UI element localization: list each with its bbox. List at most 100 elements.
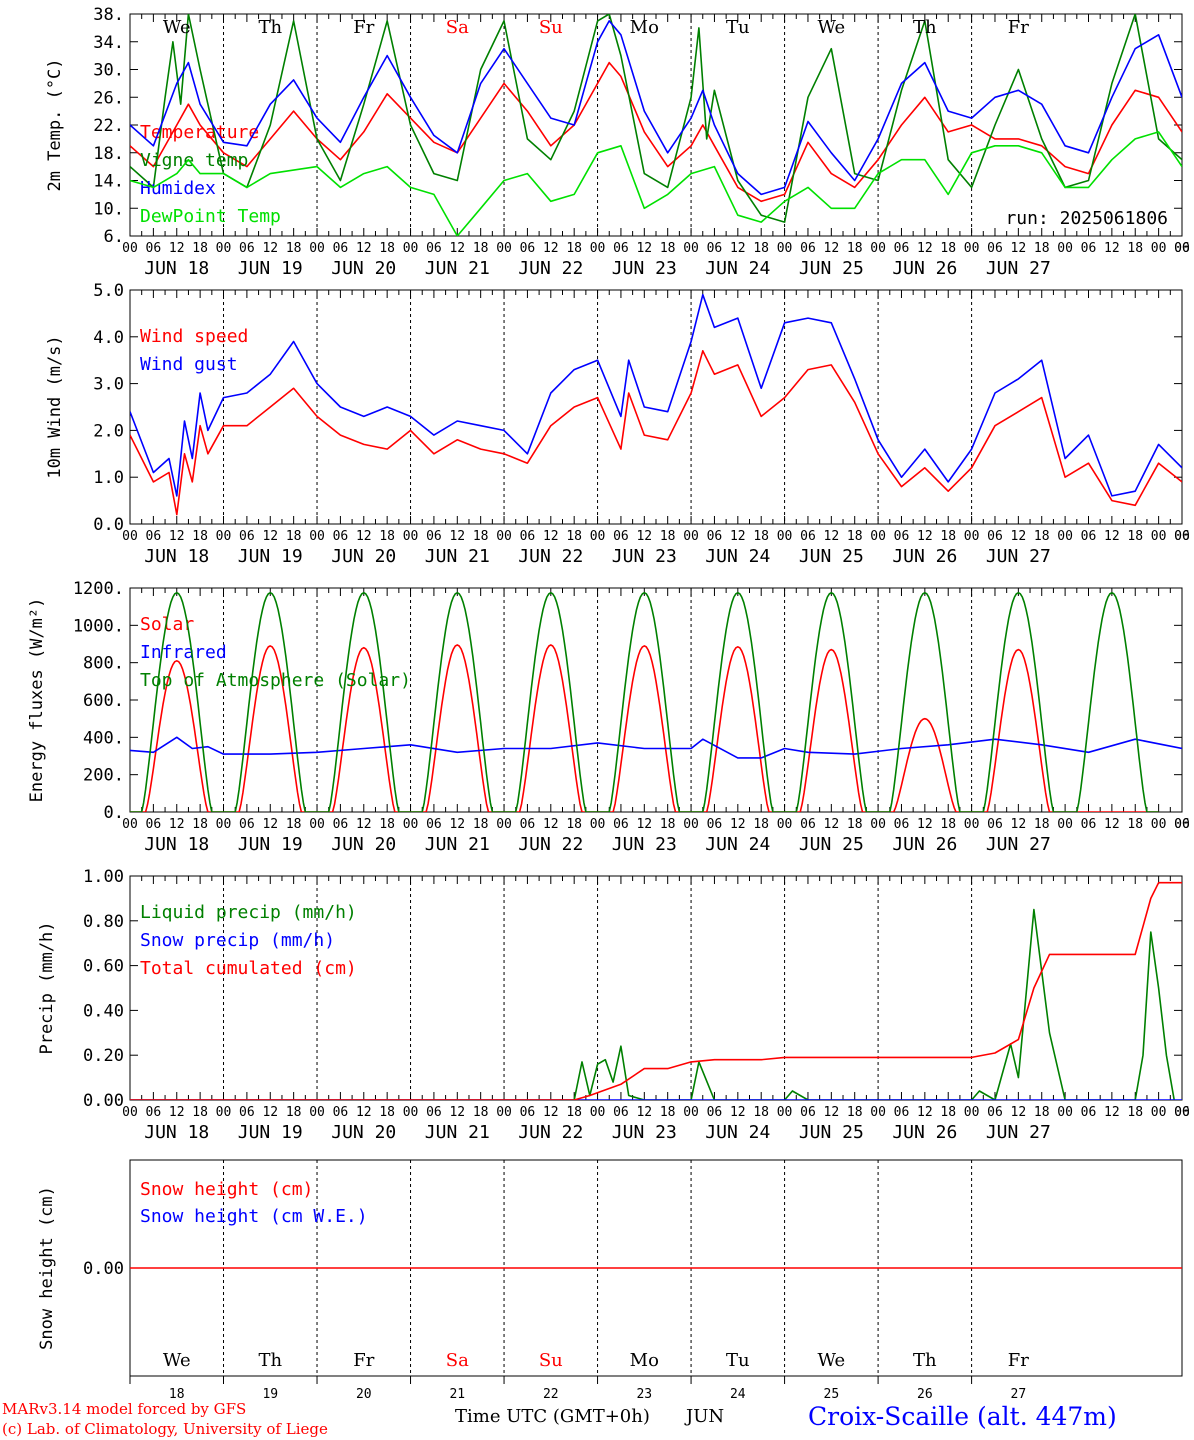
hour-tick-label: 18 <box>1127 529 1143 544</box>
hour-tick-label: 18 <box>1034 529 1050 544</box>
hour-tick-label: 06 <box>239 241 255 256</box>
legend-entry: Vigne temp <box>140 150 248 171</box>
hour-tick-label: 12 <box>1104 817 1120 832</box>
hour-tick-label: 06 <box>987 529 1003 544</box>
hour-tick-label: 12 <box>917 241 933 256</box>
hour-tick-label: 06 <box>333 241 349 256</box>
hour-tick-label: 00 <box>122 241 138 256</box>
date-label: JUN 20 <box>331 258 396 279</box>
hour-tick-label: 18 <box>1127 1105 1143 1120</box>
plot-frame <box>129 289 1183 525</box>
hour-tick-label: 00 <box>964 817 980 832</box>
hour-tick-label: 06 <box>239 817 255 832</box>
hour-tick-label: 00 <box>870 1105 886 1120</box>
legend-entry: DewPoint Temp <box>140 206 281 227</box>
y-axis-label: 10m Wind (m/s) <box>45 335 65 478</box>
legend-entry: Snow precip (mm/h) <box>140 930 335 951</box>
y-tick-label: 38. <box>93 5 124 25</box>
series-line-total-cumulated-cm- <box>130 881 1182 1100</box>
series-line-wind-speed <box>130 350 1182 516</box>
hour-tick-label: 06 <box>146 1105 162 1120</box>
hour-tick-label: 00 <box>122 817 138 832</box>
hour-tick-label: 06 <box>146 241 162 256</box>
hour-tick-label: 18 <box>847 529 863 544</box>
hour-tick-label: 18 <box>379 1105 395 1120</box>
date-label: JUN 20 <box>331 1122 396 1143</box>
series-line-humidex <box>130 20 1182 196</box>
hour-tick-label: 18 <box>379 817 395 832</box>
hour-tick-label: 00 <box>403 1105 419 1120</box>
y-tick-label: 1200. <box>73 579 124 599</box>
plot-frame <box>129 587 1183 813</box>
legend-entry: Wind gust <box>140 354 238 375</box>
hour-tick-label: 00 <box>590 1105 606 1120</box>
legend-entry: Liquid precip (mm/h) <box>140 902 357 923</box>
y-tick-label: 0.80 <box>83 912 124 932</box>
legend-entry: Top of Atmosphere (Solar) <box>140 670 411 691</box>
hour-tick-label: 12 <box>449 529 465 544</box>
hour-tick-label: 06 <box>1081 241 1097 256</box>
date-label: JUN 23 <box>612 834 677 855</box>
day-number-label: 21 <box>449 1387 465 1402</box>
hour-tick-label: 00 <box>1151 817 1167 832</box>
date-label: JUN 19 <box>238 1122 303 1143</box>
hour-tick-label: 06 <box>894 529 910 544</box>
series-line-vigne-temp <box>130 14 1182 223</box>
hour-tick-label: 12 <box>1104 1105 1120 1120</box>
hour-tick-label: 06 <box>894 241 910 256</box>
hour-tick-label: 12 <box>449 241 465 256</box>
hour-tick-label: 18 <box>379 529 395 544</box>
legend-entry: Wind speed <box>140 326 248 347</box>
hour-tick-label: 06 <box>613 529 629 544</box>
hour-tick-label: 06 <box>1174 529 1190 544</box>
model-credit-line1: MARv3.14 model forced by GFS <box>2 1400 247 1418</box>
hour-tick-label: 06 <box>800 241 816 256</box>
hour-tick-label: 18 <box>473 817 489 832</box>
run-annotation: run: 2025061806 <box>1005 208 1168 229</box>
station-name: Croix-Scaille (alt. 447m) <box>808 1402 1117 1431</box>
date-label: JUN 24 <box>705 258 770 279</box>
hour-tick-label: 12 <box>1011 1105 1027 1120</box>
hour-tick-label: 00 <box>1174 529 1190 544</box>
hour-tick-label: 06 <box>239 529 255 544</box>
date-label: JUN 21 <box>425 258 490 279</box>
series-line-temperature <box>130 61 1182 203</box>
hour-tick-label: 06 <box>987 1105 1003 1120</box>
date-label: JUN 27 <box>986 834 1051 855</box>
hour-tick-label: 18 <box>660 529 676 544</box>
hour-tick-label: 12 <box>1104 241 1120 256</box>
hour-tick-label: 06 <box>333 1105 349 1120</box>
hour-tick-label: 06 <box>894 817 910 832</box>
hour-tick-label: 18 <box>286 529 302 544</box>
hour-tick-label: 18 <box>753 529 769 544</box>
day-number-label: 23 <box>636 1387 652 1402</box>
date-label: JUN 18 <box>144 1122 209 1143</box>
hour-tick-label: 00 <box>403 529 419 544</box>
hour-tick-label: 12 <box>636 241 652 256</box>
weekday-label: Th <box>913 17 937 38</box>
hour-tick-label: 06 <box>800 817 816 832</box>
hour-tick-label: 18 <box>286 817 302 832</box>
date-label: JUN 26 <box>892 258 957 279</box>
hour-tick-label: 00 <box>1057 1105 1073 1120</box>
hour-tick-label: 18 <box>1127 241 1143 256</box>
hour-tick-label: 06 <box>707 1105 723 1120</box>
hour-tick-label: 12 <box>356 529 372 544</box>
hour-tick-label: 00 <box>216 529 232 544</box>
weekday-label: We <box>163 17 191 38</box>
date-label: JUN 25 <box>799 834 864 855</box>
hour-tick-label: 06 <box>707 529 723 544</box>
hour-tick-label: 06 <box>146 529 162 544</box>
hour-tick-label: 06 <box>426 817 442 832</box>
hour-tick-label: 06 <box>987 817 1003 832</box>
hour-tick-label: 06 <box>707 241 723 256</box>
hour-tick-label: 06 <box>426 529 442 544</box>
date-label: JUN 27 <box>986 1122 1051 1143</box>
y-axis-label: 2m Temp. (°C) <box>45 58 65 191</box>
hour-tick-label: 12 <box>636 1105 652 1120</box>
date-label: JUN 22 <box>518 1122 583 1143</box>
legend-entry: Snow height (cm) <box>140 1179 313 1200</box>
hour-tick-label: 18 <box>192 529 208 544</box>
